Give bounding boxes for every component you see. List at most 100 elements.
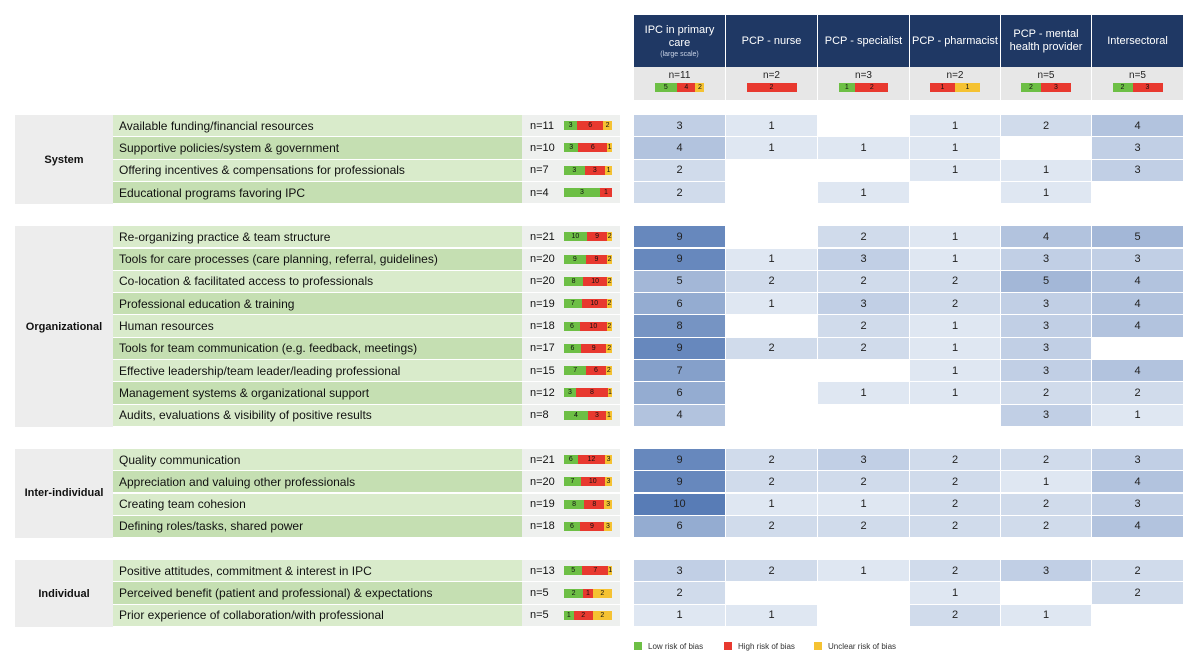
heat-cell: 2 [910, 560, 1001, 583]
bias-segment: 8 [564, 499, 585, 509]
heat-cell: 4 [1092, 515, 1184, 539]
n-text: n=21 [530, 453, 555, 466]
factor-label: Tools for care processes (care planning,… [113, 248, 522, 271]
factor-n: n=5 1 2 2 [522, 604, 620, 627]
factor-n: n=12 3 8 1 [522, 382, 620, 405]
bias-segment: 2 [695, 83, 705, 92]
heat-cell: 2 [1092, 382, 1184, 405]
heat-cell: 2 [910, 493, 1001, 516]
n-text: n=20 [530, 275, 555, 288]
n-text: n=7 [530, 164, 549, 177]
heat-cell: 9 [634, 337, 726, 360]
bias-segment: 6 [586, 366, 606, 376]
heat-cell [726, 582, 818, 605]
factor-n: n=19 7 10 2 [522, 293, 620, 316]
bias-bar: 10 9 2 [564, 232, 612, 242]
heat-cell: 2 [1001, 515, 1092, 539]
heat-cell: 1 [910, 159, 1001, 182]
heat-cell: 2 [910, 448, 1001, 472]
heat-cell: 3 [1001, 404, 1092, 427]
factor-label: Co-location & facilitated access to prof… [113, 270, 522, 294]
bias-segment: 3 [604, 521, 612, 531]
bias-segment: 2 [607, 254, 612, 264]
factor-label: Tools for team communication (e.g. feedb… [113, 337, 522, 360]
heat-cell: 3 [1092, 448, 1184, 472]
heat-cell: 1 [726, 493, 818, 516]
bias-segment: 4 [677, 83, 696, 92]
bias-segment: 3 [564, 388, 576, 398]
bias-segment: 1 [608, 388, 612, 398]
bias-segment: 1 [583, 588, 593, 598]
n-text: n=5 [1037, 70, 1055, 81]
heat-cell: 9 [634, 248, 726, 271]
heat-cell: 2 [818, 315, 910, 338]
factor-label: Defining roles/tasks, shared power [113, 515, 522, 539]
heat-cell: 3 [1001, 293, 1092, 316]
n-text: n=19 [530, 498, 555, 511]
n-text: n=2 [763, 70, 780, 81]
heat-cell: 3 [634, 560, 726, 583]
heat-cell: 1 [910, 382, 1001, 405]
bias-segment: 2 [1112, 83, 1133, 92]
column-header: Intersectoral [1092, 15, 1184, 67]
bias-segment: 6 [564, 321, 580, 331]
factor-n: n=20 7 10 3 [522, 471, 620, 494]
heat-cell: 2 [910, 604, 1001, 627]
column-n: n=5 2 3 [1001, 67, 1092, 100]
bias-segment: 8 [576, 388, 608, 398]
bias-segment: 10 [580, 477, 605, 487]
column-n: n=3 1 2 [818, 67, 910, 100]
heat-cell: 1 [1001, 471, 1092, 494]
heat-cell: 2 [818, 337, 910, 360]
factor-label: Human resources [113, 315, 522, 338]
column-title: PCP - mental health provider [1009, 28, 1083, 53]
bias-segment: 6 [564, 521, 580, 531]
heat-cell: 2 [1092, 560, 1184, 583]
bias-segment: 10 [580, 321, 607, 331]
group-label: Individual [15, 560, 113, 627]
column-title: PCP - pharmacist [912, 34, 998, 47]
heat-cell: 4 [1001, 226, 1092, 249]
factor-n: n=10 3 6 1 [522, 137, 620, 160]
heat-cell: 2 [818, 226, 910, 249]
factor-label: Positive attitudes, commitment & interes… [113, 560, 522, 583]
bias-segment: 2 [564, 588, 584, 598]
legend-label: High risk of bias [738, 641, 795, 651]
bias-segment: 3 [588, 410, 606, 420]
heat-cell [726, 360, 818, 383]
column-header: PCP - pharmacist [910, 15, 1001, 67]
column-header: PCP - nurse [726, 15, 818, 67]
heat-cell: 1 [910, 137, 1001, 160]
legend-label: Unclear risk of bias [828, 641, 897, 651]
bias-segment: 1 [608, 566, 612, 576]
bias-segment: 2 [603, 121, 612, 131]
bias-segment: 2 [606, 343, 612, 353]
column-n: n=2 1 1 [910, 67, 1001, 100]
bias-segment: 3 [564, 188, 600, 198]
bias-wrap: 2 [726, 83, 817, 92]
heat-cell: 4 [1092, 115, 1184, 138]
heat-cell: 1 [910, 226, 1001, 249]
factor-n: n=21 6 12 3 [522, 448, 620, 472]
factor-n: n=5 2 1 2 [522, 582, 620, 605]
bias-segment: 1 [600, 188, 612, 198]
heat-cell [726, 181, 818, 205]
bias-segment: 3 [584, 165, 606, 175]
heat-cell: 3 [1001, 315, 1092, 338]
heat-cell: 1 [726, 248, 818, 271]
heat-cell: 7 [634, 360, 726, 383]
heat-cell: 2 [1001, 382, 1092, 405]
legend-swatch [634, 642, 642, 650]
factor-label: Re-organizing practice & team structure [113, 226, 522, 249]
n-text: n=5 [1129, 70, 1146, 81]
heat-cell: 2 [910, 471, 1001, 494]
column-header: IPC in primary care (large scale) [634, 15, 726, 67]
heat-cell: 2 [818, 515, 910, 539]
